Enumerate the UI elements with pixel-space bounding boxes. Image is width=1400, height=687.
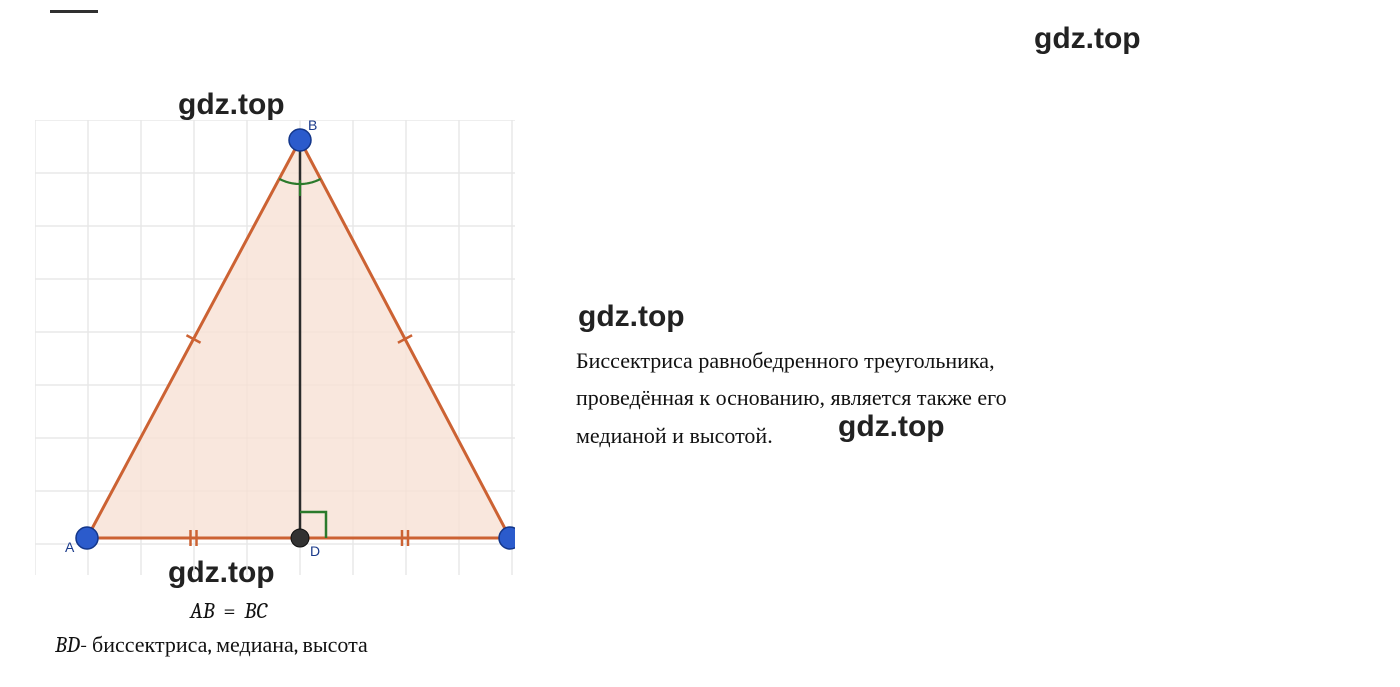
conclusion-var: BD: [55, 632, 80, 658]
watermark-1: gdz.top: [1034, 22, 1141, 56]
figure-svg: ABCD: [35, 120, 515, 575]
explanation-text: Биссектриса равнобедренного треугольника…: [576, 342, 1316, 454]
conclusion-rest: биссектриса, медиана, высота: [92, 632, 368, 658]
conclusion-line: BD- биссектриса, медиана, высота: [55, 632, 368, 658]
explain-line-3: медианой и высотой.: [576, 417, 1316, 454]
eq-lhs: AB: [190, 598, 215, 624]
vertex-label-B: B: [308, 120, 317, 133]
page-root: gdz.top gdz.top gdz.top gdz.top gdz.top …: [0, 0, 1400, 687]
explain-line-1: Биссектриса равнобедренного треугольника…: [576, 342, 1316, 379]
geometry-figure: ABCD: [35, 120, 515, 575]
eq-sign: =: [219, 598, 239, 624]
watermark-2: gdz.top: [178, 88, 285, 122]
dash-mark: [50, 10, 98, 13]
watermark-3: gdz.top: [578, 300, 685, 334]
vertex-label-D: D: [310, 543, 320, 559]
explain-line-2: проведённая к основанию, является также …: [576, 379, 1316, 416]
conclusion-dash: -: [80, 632, 92, 658]
eq-rhs: BC: [244, 598, 267, 624]
vertex-label-A: A: [65, 539, 75, 555]
equation-line: AB = BC: [190, 598, 267, 624]
